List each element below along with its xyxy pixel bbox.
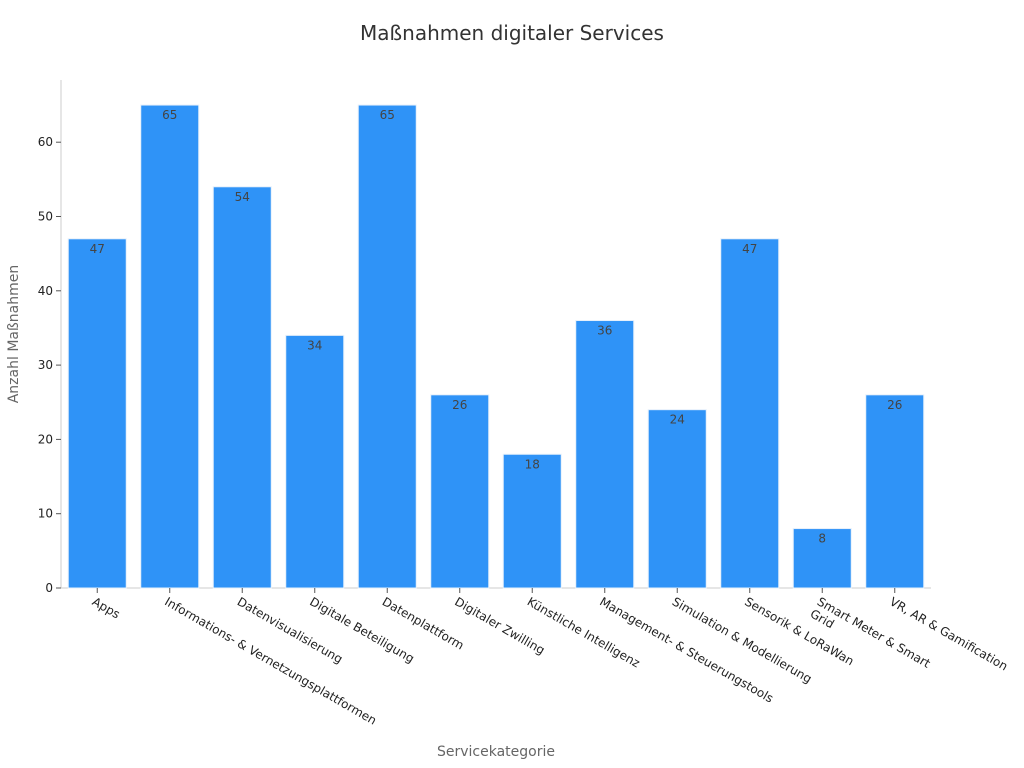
bar	[430, 394, 490, 589]
bar-value-label: 47	[742, 242, 757, 256]
y-axis-label: Anzahl Maßnahmen	[6, 265, 22, 404]
y-tick-label: 10	[38, 507, 53, 521]
x-tick-label-line: Simulation & Modellierung	[670, 594, 814, 685]
bar-value-label: 24	[670, 413, 685, 427]
y-tick-label: 20	[38, 432, 53, 446]
bar-value-label: 26	[452, 398, 467, 412]
bar-value-label: 18	[525, 457, 540, 471]
bar-value-label: 36	[597, 324, 612, 338]
bar	[67, 238, 127, 589]
y-tick-label: 30	[38, 358, 53, 372]
bar-value-label: 54	[235, 190, 250, 204]
x-axis-label: Servicekategorie	[437, 744, 555, 760]
bar	[357, 104, 417, 589]
x-tick-label-line: Apps	[90, 594, 123, 621]
x-tick-label: VR, AR & Gamification	[887, 594, 1010, 673]
y-tick-label: 50	[38, 210, 53, 224]
x-ticks: Apps Informations- & Vernetzungsplattform…	[90, 588, 1010, 728]
y-tick-label: 0	[45, 581, 53, 595]
bar-value-label: 26	[887, 398, 902, 412]
bar	[865, 394, 925, 589]
bar	[140, 104, 200, 589]
x-tick-label: Apps	[90, 594, 123, 621]
bar	[285, 334, 345, 589]
y-ticks: 0 10 20 30 40 50 60	[38, 135, 61, 595]
y-tick-label: 40	[38, 284, 53, 298]
bar	[212, 186, 272, 589]
bar	[575, 320, 635, 589]
bar-value-label: 65	[380, 108, 395, 122]
data-labels: 47 65 54 34 65 26 18 36 24 47 8 26	[90, 108, 903, 546]
bar-value-label: 34	[307, 338, 322, 352]
x-tick-label: Simulation & Modellierung	[670, 594, 814, 685]
bar-value-label: 65	[162, 108, 177, 122]
bar	[720, 238, 780, 589]
bar	[502, 453, 562, 589]
bar	[647, 409, 707, 589]
y-tick-label: 60	[38, 135, 53, 149]
chart-title: Maßnahmen digitaler Services	[360, 21, 664, 45]
bar-value-label: 8	[818, 532, 826, 546]
bar	[792, 528, 852, 589]
x-tick-label-line: VR, AR & Gamification	[887, 594, 1010, 673]
bars	[67, 104, 925, 589]
bar-value-label: 47	[90, 242, 105, 256]
